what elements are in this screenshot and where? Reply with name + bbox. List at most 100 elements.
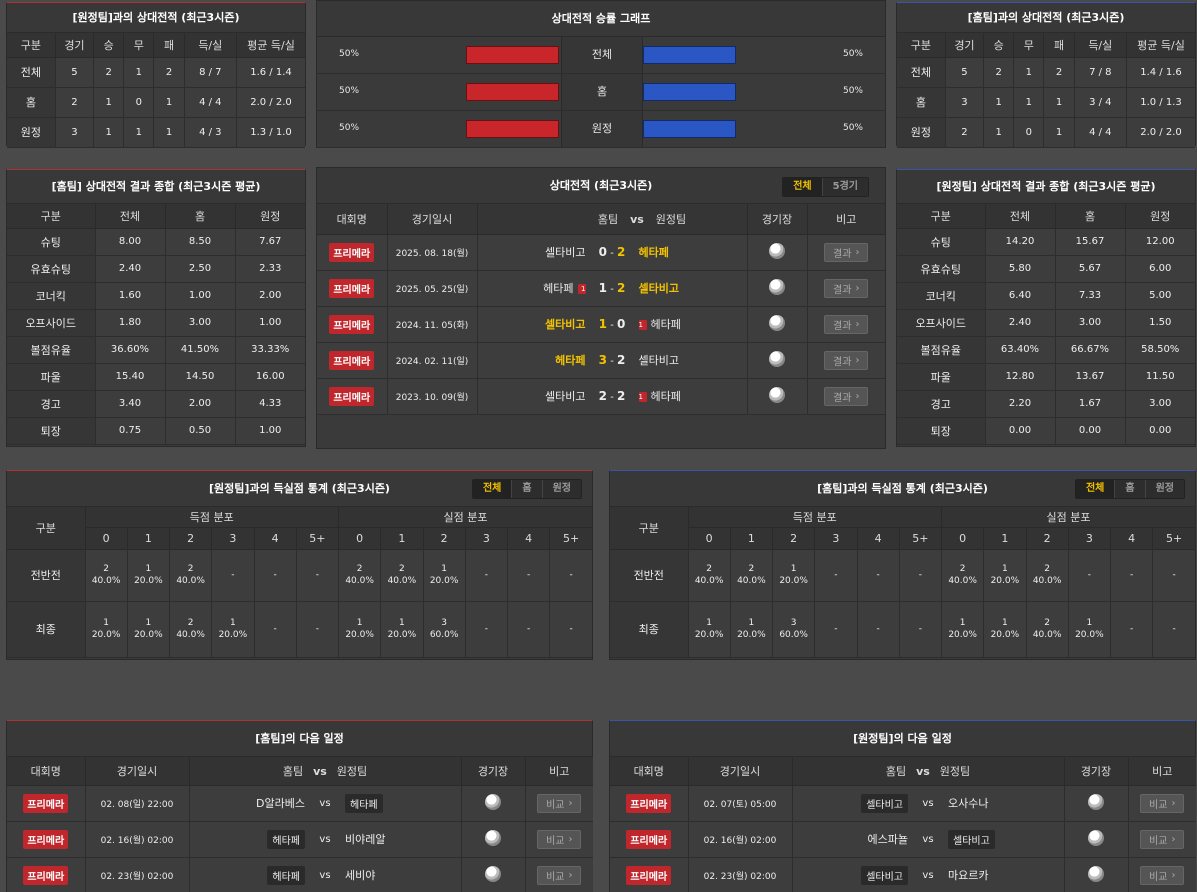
match-row[interactable]: 프리메라 2024. 11. 05(화) 셀타비고 1 - 0 1 헤타페 결과 › [317,306,885,343]
compare-button[interactable]: 비교 › [537,865,582,885]
tab-all[interactable]: 전체 [1075,480,1116,498]
league-badge[interactable]: 프리메라 [329,386,375,406]
away-team[interactable]: 비야레알 [345,833,386,846]
away-team[interactable]: 셀타비고 [948,829,995,849]
home-team[interactable]: 셀타비고 [545,246,586,259]
compare-button[interactable]: 비교 › [537,829,582,849]
home-team[interactable]: 헤타페 [543,282,574,295]
compare-button[interactable]: 비교 › [1140,865,1185,885]
schedule-row[interactable]: 프리메라 02. 23(월) 02:00 헤타페 vs 세비야 비교 › [7,857,593,892]
league-badge[interactable]: 프리메라 [626,865,672,885]
venue-cell [747,306,808,343]
cell-value: 1.60 [95,282,166,310]
stadium-icon[interactable] [769,386,785,403]
result-button[interactable]: 결과 › [824,278,869,298]
schedule-row[interactable]: 프리메라 02. 16(월) 02:00 에스파뇰 vs 셀타비고 비교 › [610,821,1196,858]
home-side: 셀타비고 [478,316,586,332]
header-row: 구분 득점 분포 실점 분포 [610,507,1195,550]
home-team[interactable]: 헤타페 [555,354,586,367]
league-badge[interactable]: 프리메라 [329,242,375,262]
stadium-icon[interactable] [769,314,785,331]
schedule-row[interactable]: 프리메라 02. 07(토) 05:00 셀타비고 vs 오사수나 비교 › [610,785,1196,822]
away-team[interactable]: 헤타페 [638,246,669,259]
dist-cell: - [254,549,297,602]
tab-home[interactable]: 홈 [512,480,543,498]
match-row[interactable]: 프리메라 2025. 08. 18(월) 셀타비고 0 - 2 헤타페 결과 › [317,234,885,271]
league-badge[interactable]: 프리메라 [23,793,69,813]
compare-button[interactable]: 비교 › [537,793,582,813]
home-team[interactable]: 셀타비고 [545,318,586,331]
home-h2h-title: [홈팀]과의 상대전적 (최근3시즌) [897,3,1195,33]
home-team[interactable]: 셀타비고 [861,793,908,813]
league-badge[interactable]: 프리메라 [626,793,672,813]
league-cell: 프리메라 [317,378,388,415]
row-label: 홈 [7,87,56,118]
tab-all[interactable]: 전체 [472,480,513,498]
stadium-icon[interactable] [769,278,785,295]
col-header: 승 [93,33,125,58]
match-row[interactable]: 프리메라 2023. 10. 09(월) 셀타비고 2 - 2 1 헤타페 결과 › [317,378,885,415]
chevron-right-icon: › [855,282,860,294]
dist-percent: 20.0% [737,630,766,640]
schedule-row[interactable]: 프리메라 02. 23(월) 02:00 셀타비고 vs 마요르카 비교 › [610,857,1196,892]
away-team[interactable]: 헤타페 [650,318,681,331]
stadium-icon[interactable] [769,350,785,367]
home-team[interactable]: 셀타비고 [545,390,586,403]
league-badge[interactable]: 프리메라 [626,829,672,849]
goal-count-header: 5+ [899,527,943,550]
cell-value: 2.40 [985,309,1056,337]
league-badge[interactable]: 프리메라 [329,314,375,334]
winrate-graph-panel: 상대전적 승률 그래프 50% 전체 50% 50% 홈 50% 50% 원정 50% [316,0,886,148]
stadium-icon[interactable] [485,829,501,846]
vs-label: vs [319,797,331,809]
stadium-icon[interactable] [485,865,501,882]
home-team[interactable]: 에스파뇰 [867,833,908,846]
away-team[interactable]: 셀타비고 [638,282,679,295]
dist-percent: 40.0% [948,576,977,586]
league-badge[interactable]: 프리메라 [23,829,69,849]
row-label: 파울 [897,363,986,391]
tab-5games[interactable]: 5경기 [822,178,868,196]
compare-button[interactable]: 비교 › [1140,829,1185,849]
league-badge[interactable]: 프리메라 [23,865,69,885]
teams-wrap: 헤타페 vs 비야레알 [190,829,461,849]
note-cell: 결과 › [807,270,885,307]
table-row: 원정 2 1 0 1 4 / 4 2.0 / 2.0 [897,117,1195,148]
stadium-icon[interactable] [769,242,785,259]
header-row: 구분 전체 홈 원정 [897,204,1195,229]
result-button[interactable]: 결과 › [824,386,869,406]
match-row[interactable]: 프리메라 2024. 02. 11(일) 헤타페 3 - 2 셀타비고 결과 › [317,342,885,379]
home-team[interactable]: D알라베스 [256,797,305,810]
away-team[interactable]: 셀타비고 [638,354,679,367]
home-team[interactable]: 헤타페 [267,865,305,885]
away-team[interactable]: 세비야 [345,869,376,882]
home-team[interactable]: 헤타페 [267,829,305,849]
away-team[interactable]: 오사수나 [948,797,989,810]
tab-away[interactable]: 원정 [542,480,581,498]
away-team[interactable]: 헤타페 [650,390,681,403]
tab-away[interactable]: 원정 [1145,480,1184,498]
stadium-icon[interactable] [485,793,501,810]
home-team[interactable]: 셀타비고 [861,865,908,885]
away-team[interactable]: 헤타페 [345,793,383,813]
match-row[interactable]: 프리메라 2025. 05. 25(일) 헤타페 1 1 - 2 셀타비고 결과 › [317,270,885,307]
result-button[interactable]: 결과 › [824,242,869,262]
stadium-icon[interactable] [1088,793,1104,810]
goal-count-header: 4 [254,527,297,550]
stadium-icon[interactable] [1088,865,1104,882]
tab-home[interactable]: 홈 [1115,480,1146,498]
header-row: 구분 경기 승 무 패 득/실 평균 득/실 [897,33,1195,58]
tab-all[interactable]: 전체 [783,178,823,196]
result-button[interactable]: 결과 › [824,350,869,370]
league-badge[interactable]: 프리메라 [329,278,375,298]
compare-button[interactable]: 비교 › [1140,793,1185,813]
score: 2 - 2 [586,389,639,403]
schedule-row[interactable]: 프리메라 02. 08(일) 22:00 D알라베스 vs 헤타페 비교 › [7,785,593,822]
date-cell: 02. 07(토) 05:00 [688,785,793,822]
league-badge[interactable]: 프리메라 [329,350,375,370]
dist-count: 1 [441,564,447,574]
schedule-row[interactable]: 프리메라 02. 16(월) 02:00 헤타페 vs 비야레알 비교 › [7,821,593,858]
away-team[interactable]: 마요르카 [948,869,989,882]
result-button[interactable]: 결과 › [824,314,869,334]
stadium-icon[interactable] [1088,829,1104,846]
